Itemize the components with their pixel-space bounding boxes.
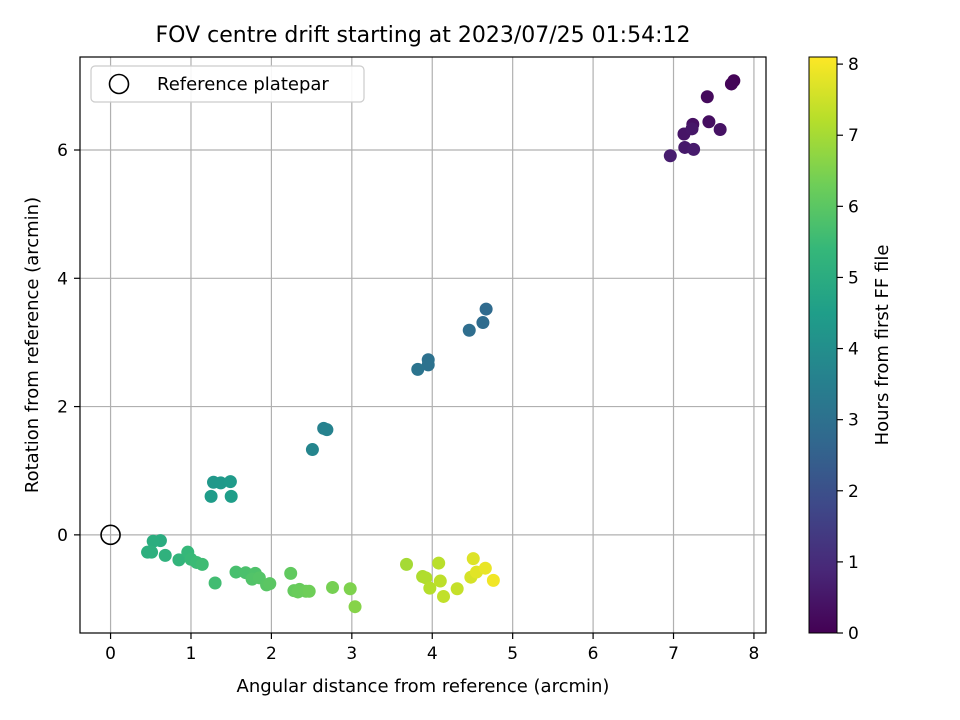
data-point <box>343 582 357 596</box>
x-tick-label: 1 <box>186 644 197 664</box>
chart-title: FOV centre drift starting at 2023/07/25 … <box>156 23 691 48</box>
data-point <box>204 489 218 503</box>
data-point <box>195 557 209 571</box>
plot-area <box>79 56 767 634</box>
data-point <box>145 545 159 559</box>
x-tick-label: 4 <box>427 644 438 664</box>
data-point <box>411 362 425 376</box>
x-tick-label: 0 <box>105 644 116 664</box>
y-tick-label: 6 <box>57 141 68 161</box>
data-point <box>224 489 238 503</box>
data-point <box>466 552 480 566</box>
x-tick-label: 5 <box>507 644 518 664</box>
data-point <box>479 302 493 316</box>
data-point <box>302 584 316 598</box>
data-point <box>432 556 446 570</box>
data-point <box>146 534 160 548</box>
colorbar-tick-label: 7 <box>848 126 859 146</box>
colorbar-tick-label: 1 <box>848 553 859 573</box>
colorbar-label: Hours from first FF file <box>872 245 893 446</box>
data-point <box>687 142 701 156</box>
data-point <box>229 565 243 579</box>
x-axis-label: Angular distance from reference (arcmin) <box>237 676 610 697</box>
data-point <box>476 316 490 330</box>
x-tick-label: 7 <box>668 644 679 664</box>
colorbar-tick-label: 6 <box>848 197 859 217</box>
y-tick-label: 4 <box>57 269 68 289</box>
colorbar-tick-label: 0 <box>848 624 859 644</box>
data-point <box>158 548 172 562</box>
data-point <box>462 323 476 337</box>
legend: Reference platepar <box>90 65 365 103</box>
data-point <box>326 580 340 594</box>
data-point <box>421 358 435 372</box>
x-tick-label: 2 <box>266 644 277 664</box>
y-axis-ticks: 0 2 4 6 <box>57 141 80 546</box>
data-point <box>400 557 414 571</box>
y-tick-label: 2 <box>57 398 68 418</box>
data-point <box>433 574 447 588</box>
data-point <box>263 577 277 591</box>
x-tick-label: 8 <box>749 644 760 664</box>
data-point <box>724 77 738 91</box>
data-point <box>685 122 699 136</box>
legend-box <box>90 65 365 103</box>
data-point <box>348 600 362 614</box>
colorbar-tick-label: 4 <box>848 340 859 360</box>
x-axis-ticks: 0 1 2 3 4 5 6 7 8 <box>105 633 759 664</box>
data-point <box>419 571 433 585</box>
data-point <box>214 476 228 490</box>
data-point <box>208 576 222 590</box>
data-points <box>141 74 741 614</box>
data-point <box>663 149 677 163</box>
x-tick-label: 6 <box>588 644 599 664</box>
data-point <box>320 423 334 437</box>
data-point <box>305 443 319 457</box>
colorbar-tick-label: 5 <box>848 268 859 288</box>
data-point <box>223 475 237 489</box>
colorbar-tick-label: 8 <box>848 55 859 75</box>
data-point <box>437 589 451 603</box>
data-point <box>486 573 500 587</box>
data-point <box>702 115 716 129</box>
colorbar-tick-label: 2 <box>848 482 859 502</box>
colorbar-tick-label: 3 <box>848 411 859 431</box>
plot-background <box>80 57 766 633</box>
colorbar-ticks: 0 1 2 3 4 5 6 7 8 <box>837 55 859 644</box>
data-point <box>478 561 492 575</box>
x-tick-label: 3 <box>346 644 357 664</box>
y-axis-label: Rotation from reference (arcmin) <box>22 197 43 493</box>
plot-frame <box>79 56 767 634</box>
legend-marker-reference <box>108 73 130 95</box>
data-point <box>713 122 727 136</box>
reference-platepar-marker <box>100 524 121 546</box>
y-tick-label: 0 <box>57 526 68 546</box>
grid-lines <box>80 57 766 633</box>
data-point <box>450 582 464 596</box>
data-point <box>172 553 186 567</box>
colorbar: 0 1 2 3 4 5 6 7 8 Hours from first FF file <box>808 55 893 644</box>
legend-label-reference: Reference platepar <box>157 74 329 95</box>
data-point <box>284 566 298 580</box>
data-point <box>423 581 437 595</box>
colorbar-gradient <box>808 56 838 634</box>
data-point <box>700 90 714 104</box>
